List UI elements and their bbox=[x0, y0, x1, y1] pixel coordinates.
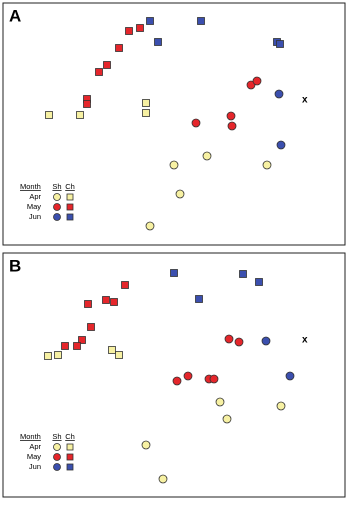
sh-point bbox=[215, 397, 225, 407]
legend-ch-marker bbox=[66, 463, 74, 471]
legend-sh-marker bbox=[53, 453, 61, 461]
legend-label: Apr bbox=[29, 192, 41, 201]
legend-ch-marker bbox=[66, 203, 74, 211]
legend-label: Jun bbox=[29, 212, 41, 221]
legend-column: Ch bbox=[65, 182, 75, 191]
ch-point bbox=[142, 109, 150, 117]
sh-point bbox=[183, 371, 193, 381]
sh-point bbox=[172, 376, 182, 386]
sh-point bbox=[226, 111, 236, 121]
ch-point bbox=[45, 111, 53, 119]
sh-point bbox=[276, 401, 286, 411]
legend-column: Sh bbox=[52, 432, 61, 441]
ch-point bbox=[154, 38, 162, 46]
annotation: x bbox=[302, 95, 308, 106]
ch-point bbox=[197, 17, 205, 25]
sh-point bbox=[224, 334, 234, 344]
panel-label: A bbox=[9, 6, 21, 25]
legend-label: May bbox=[27, 202, 41, 211]
ch-point bbox=[195, 295, 203, 303]
ch-point bbox=[73, 342, 81, 350]
legend-title: Month bbox=[20, 182, 41, 191]
ch-point bbox=[95, 68, 103, 76]
sh-point bbox=[276, 140, 286, 150]
legend-label: Jun bbox=[29, 462, 41, 471]
sh-point bbox=[145, 221, 155, 231]
ch-point bbox=[87, 323, 95, 331]
sh-point bbox=[175, 189, 185, 199]
ch-point bbox=[170, 269, 178, 277]
sh-point bbox=[141, 440, 151, 450]
ch-point bbox=[83, 100, 91, 108]
ch-point bbox=[142, 99, 150, 107]
sh-point bbox=[209, 374, 219, 384]
ch-point bbox=[121, 281, 129, 289]
legend-ch-marker bbox=[66, 453, 74, 461]
sh-point bbox=[202, 151, 212, 161]
ch-point bbox=[115, 351, 123, 359]
sh-point bbox=[262, 160, 272, 170]
legend-title: Month bbox=[20, 432, 41, 441]
sh-point bbox=[261, 336, 271, 346]
legend-column: Ch bbox=[65, 432, 75, 441]
ch-point bbox=[54, 351, 62, 359]
sh-point bbox=[274, 89, 284, 99]
legend-label: Apr bbox=[29, 442, 41, 451]
legend-ch-marker bbox=[66, 443, 74, 451]
panel-frame bbox=[2, 252, 346, 498]
ch-point bbox=[125, 27, 133, 35]
ch-point bbox=[110, 298, 118, 306]
ch-point bbox=[102, 296, 110, 304]
ch-point bbox=[239, 270, 247, 278]
ch-point bbox=[76, 111, 84, 119]
ch-point bbox=[103, 61, 111, 69]
ch-point bbox=[146, 17, 154, 25]
ch-point bbox=[44, 352, 52, 360]
ch-point bbox=[255, 278, 263, 286]
legend-label: May bbox=[27, 452, 41, 461]
ch-point bbox=[84, 300, 92, 308]
ch-point bbox=[136, 24, 144, 32]
sh-point bbox=[285, 371, 295, 381]
sh-point bbox=[158, 474, 168, 484]
panel-frame bbox=[2, 2, 346, 246]
legend-ch-marker bbox=[66, 193, 74, 201]
sh-point bbox=[252, 76, 262, 86]
sh-point bbox=[191, 118, 201, 128]
legend-sh-marker bbox=[53, 443, 61, 451]
ch-point bbox=[276, 40, 284, 48]
annotation: x bbox=[302, 335, 308, 346]
legend-sh-marker bbox=[53, 203, 61, 211]
legend-column: Sh bbox=[52, 182, 61, 191]
ch-point bbox=[115, 44, 123, 52]
sh-point bbox=[169, 160, 179, 170]
legend-sh-marker bbox=[53, 213, 61, 221]
sh-point bbox=[234, 337, 244, 347]
ch-point bbox=[108, 346, 116, 354]
sh-point bbox=[222, 414, 232, 424]
legend-sh-marker bbox=[53, 463, 61, 471]
sh-point bbox=[227, 121, 237, 131]
ch-point bbox=[61, 342, 69, 350]
sh-point bbox=[246, 80, 256, 90]
ch-point bbox=[78, 336, 86, 344]
legend-ch-marker bbox=[66, 213, 74, 221]
panel-label: B bbox=[9, 256, 21, 275]
legend-sh-marker bbox=[53, 193, 61, 201]
